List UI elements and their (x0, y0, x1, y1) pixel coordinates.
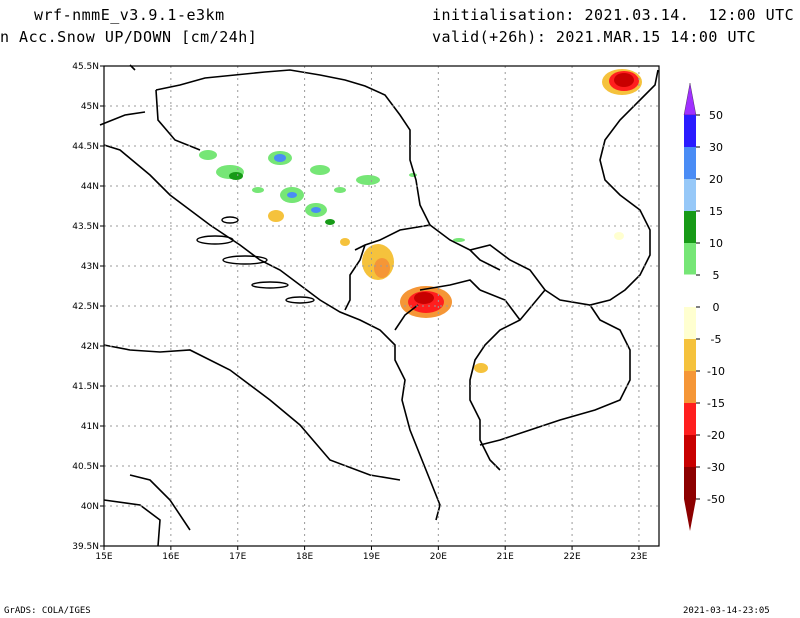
map: 45.5N 45N 44.5N 44N 43.5N 43N 42.5N 42N 41.5N 41N… (72, 62, 725, 562)
lon-label: 15E (95, 552, 112, 562)
lon-label: 16E (162, 552, 179, 562)
legend-label: 20 (709, 173, 723, 186)
legend-swatch (684, 371, 696, 403)
lon-label: 21E (497, 552, 514, 562)
legend-label: -50 (707, 493, 725, 506)
legend-swatch (684, 147, 696, 179)
field-title: n Acc.Snow UP/DOWN [cm/24h] (0, 28, 258, 46)
footer-right: 2021-03-14-23:05 (683, 606, 770, 616)
lat-label: 43N (81, 262, 99, 272)
lon-label: 17E (229, 552, 246, 562)
legend-label: 5 (713, 269, 720, 282)
lat-label: 39.5N (72, 542, 99, 552)
legend-bottom-arrow (684, 499, 696, 531)
init-time: initialisation: 2021.03.14. 12:00 UTC (432, 6, 795, 24)
lat-label: 42.5N (72, 302, 99, 312)
legend-swatch (684, 243, 696, 275)
legend-swatch (684, 467, 696, 499)
legend-label: -15 (707, 397, 725, 410)
legend-label: -5 (711, 333, 722, 346)
graticule (100, 65, 659, 550)
latitude-labels: 45.5N 45N 44.5N 44N 43.5N 43N 42.5N 42N 41.5N 41N… (72, 62, 99, 552)
lat-label: 44.5N (72, 142, 99, 152)
lat-label: 40.5N (72, 462, 99, 472)
lon-label: 18E (296, 552, 313, 562)
lon-label: 22E (564, 552, 581, 562)
lat-label: 40N (81, 502, 99, 512)
map-frame (103, 65, 660, 547)
longitude-labels: 15E 16E 17E 18E 19E 20E 21E 22E 23E (95, 552, 647, 562)
legend-swatch (684, 211, 696, 243)
islands (196, 216, 315, 304)
snow-field-areas (199, 69, 642, 373)
lat-label: 42N (81, 342, 99, 352)
lon-label: 23E (630, 552, 647, 562)
legend-label: -10 (707, 365, 725, 378)
lat-label: 45.5N (72, 62, 99, 72)
lon-label: 20E (430, 552, 447, 562)
legend-top-arrow (683, 82, 697, 116)
legend-label: 0 (713, 301, 720, 314)
legend-label: 50 (709, 109, 723, 122)
legend-label: -30 (707, 461, 725, 474)
lat-label: 41.5N (72, 382, 99, 392)
legend-label: 15 (709, 205, 723, 218)
legend-swatch (684, 403, 696, 435)
lat-label: 43.5N (72, 222, 99, 232)
legend-swatch (684, 435, 696, 467)
legend-swatch (683, 274, 697, 308)
lat-label: 41N (81, 422, 99, 432)
lon-label: 19E (363, 552, 380, 562)
legend-label: 30 (709, 141, 723, 154)
legend-swatch (684, 339, 696, 371)
legend-swatch (684, 115, 696, 147)
lat-label: 44N (81, 182, 99, 192)
coastlines-and-borders (99, 64, 659, 547)
footer-left: GrADS: COLA/IGES (4, 606, 91, 616)
model-title: wrf-nmmE_v3.9.1-e3km (34, 6, 225, 24)
legend-swatch (684, 307, 696, 339)
lat-label: 45N (81, 102, 99, 112)
valid-time: valid(+26h): 2021.MAR.15 14:00 UTC (432, 28, 757, 46)
legend-label: 10 (709, 237, 723, 250)
legend-label: -20 (707, 429, 725, 442)
legend-swatch (684, 179, 696, 211)
